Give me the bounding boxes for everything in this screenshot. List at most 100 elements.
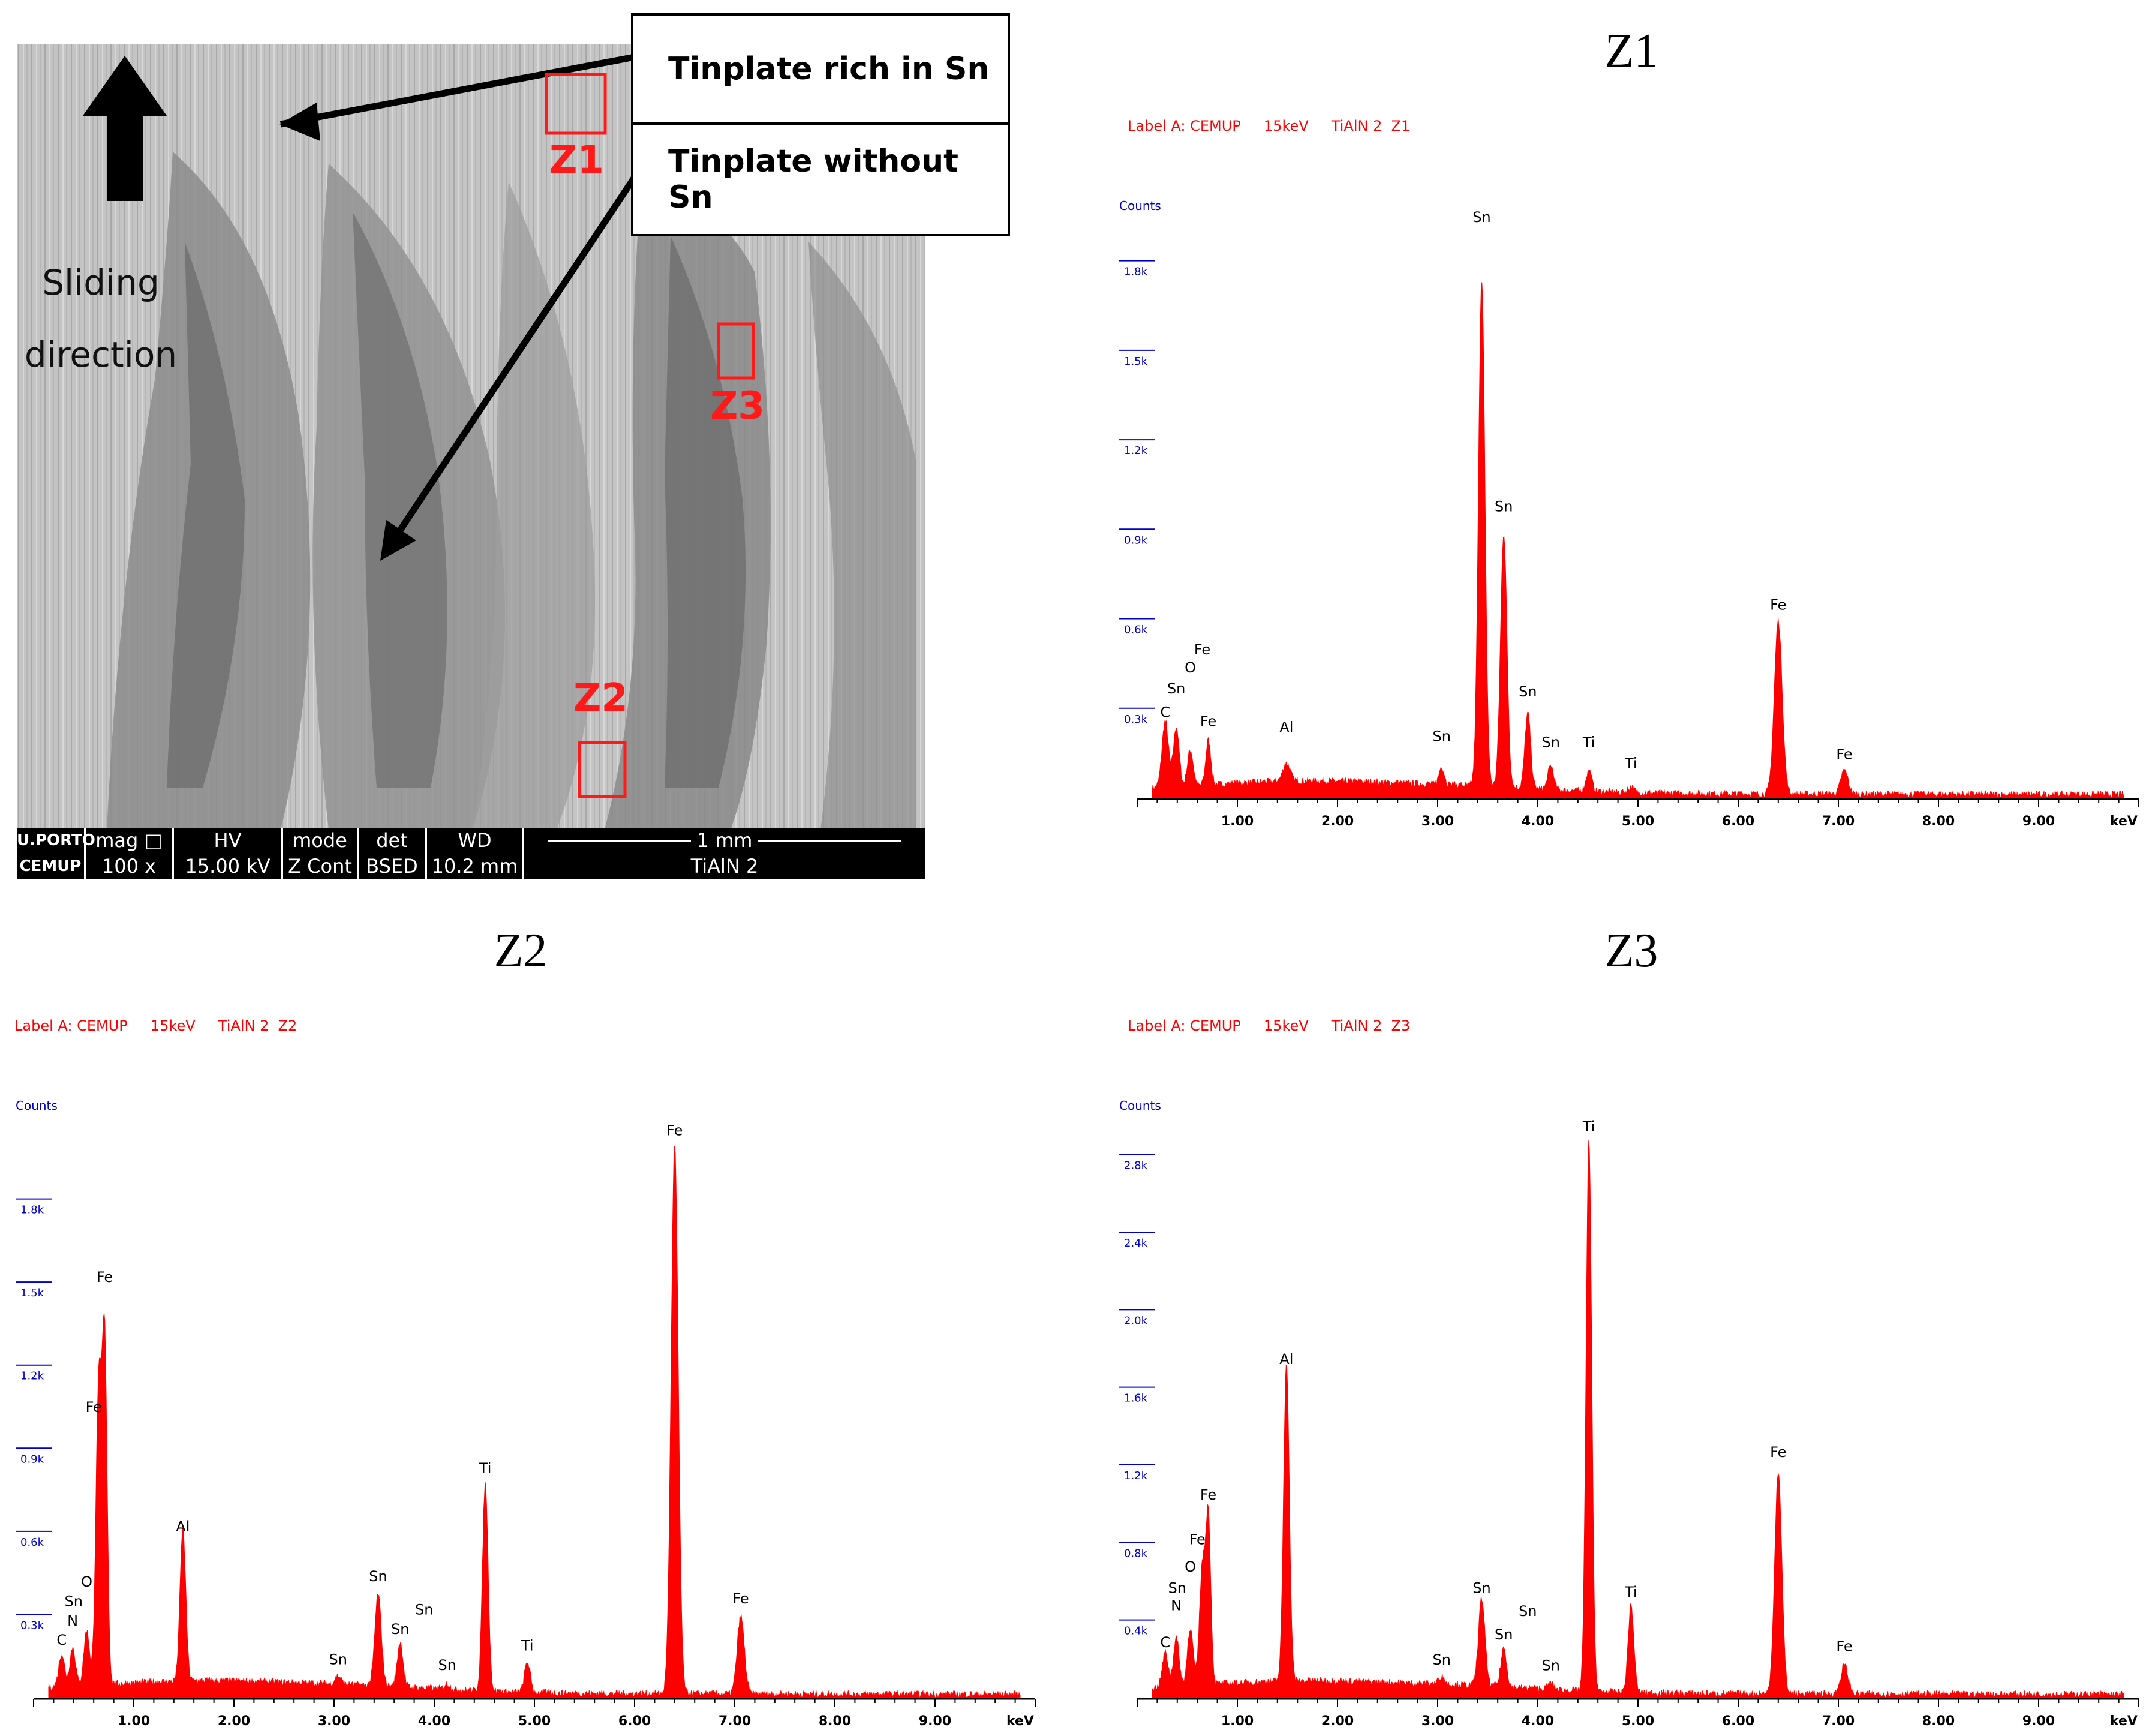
y-tick-label: 1.2k <box>20 1370 44 1383</box>
peak-label: Ti <box>1624 755 1637 771</box>
spectrum-label-z3: Label A: CEMUP 15keV TiAlN 2 Z3 <box>1128 1017 1411 1034</box>
x-tick-label: 2.00 <box>218 1714 250 1729</box>
x-tick-label: 1.00 <box>118 1714 150 1729</box>
y-axis-title: Counts <box>1119 199 1161 213</box>
y-tick-label: 0.9k <box>1124 534 1148 546</box>
zone-box-z2 <box>578 741 627 798</box>
peak-label: Fe <box>1200 1486 1216 1503</box>
peak-label: Al <box>1279 719 1293 736</box>
mode-cell: mode Z Cont <box>283 828 359 879</box>
chart-title-z1: Z1 <box>1604 25 1658 77</box>
y-tick-label: 2.0k <box>1124 1314 1148 1327</box>
x-tick-label: 7.00 <box>719 1714 751 1729</box>
y-tick-label: 1.8k <box>20 1204 44 1217</box>
hv-cell: HV 15.00 kV <box>174 828 283 879</box>
zone-box-z3 <box>717 322 755 380</box>
mag-cell: mag □ 100 x <box>86 828 174 879</box>
x-tick-label: 8.00 <box>819 1714 851 1729</box>
peak-label: Ti <box>521 1637 534 1654</box>
peak-label: Sn <box>1472 1579 1490 1596</box>
x-tick-label: 3.00 <box>1421 1714 1454 1729</box>
peak-label: Sn <box>1168 1579 1186 1596</box>
spectrum-series <box>48 1146 1021 1699</box>
peak-label: Ti <box>1582 734 1595 750</box>
y-tick-label: 0.9k <box>20 1453 44 1465</box>
peak-label: Fe <box>86 1399 102 1416</box>
scale-cell: 1 mm TiAlN 2 <box>524 828 925 879</box>
peak-label: Sn <box>1472 209 1490 226</box>
x-tick-label: 6.00 <box>1722 1714 1754 1729</box>
x-tick-label: 5.00 <box>1622 814 1654 829</box>
x-axis-title: keV <box>2110 1714 2138 1729</box>
peak-label: Sn <box>1541 734 1559 750</box>
y-tick-label: 2.8k <box>1124 1160 1148 1172</box>
y-tick-label: 0.3k <box>20 1619 44 1632</box>
peak-label: Fe <box>1200 713 1216 730</box>
x-tick-label: 4.00 <box>1522 1714 1554 1729</box>
peak-label: Fe <box>666 1122 683 1139</box>
peak-label: O <box>1185 659 1196 676</box>
sem-info-bar: U.PORTO CEMUP mag □ 100 x HV 15.00 kV mode Z… <box>17 828 925 879</box>
peak-label: Fe <box>97 1269 113 1286</box>
chart-title-z2: Z2 <box>494 924 548 977</box>
chart-title-z3: Z3 <box>1604 924 1658 977</box>
sliding-line-2: direction <box>24 334 178 375</box>
zone-label-z2: Z2 <box>573 676 628 720</box>
callout-tinplate-without-sn: Tinplate without Sn <box>631 122 1010 236</box>
y-tick-label: 0.3k <box>1124 713 1148 726</box>
zone-label-z3: Z3 <box>710 384 765 428</box>
spectrum-label-z1: Label A: CEMUP 15keV TiAlN 2 Z1 <box>1128 118 1411 134</box>
peak-label: Sn <box>1495 1626 1513 1643</box>
y-tick-label: 1.5k <box>20 1287 44 1299</box>
peak-label: Ti <box>1624 1584 1637 1600</box>
wd-cell: WD 10.2 mm <box>427 828 524 879</box>
sample-label: TiAlN 2 <box>690 855 759 878</box>
x-tick-label: 3.00 <box>1421 814 1454 829</box>
x-tick-label: 9.00 <box>2022 814 2055 829</box>
x-tick-label: 6.00 <box>1722 814 1754 829</box>
x-tick-label: 2.00 <box>1321 1714 1354 1729</box>
peak-label: Sn <box>415 1601 433 1618</box>
y-tick-label: 0.4k <box>1124 1625 1148 1638</box>
peak-label: Ti <box>479 1460 492 1477</box>
y-axis-title: Counts <box>16 1098 58 1113</box>
x-tick-label: 4.00 <box>1522 814 1554 829</box>
x-tick-label: 1.00 <box>1221 814 1254 829</box>
zone-label-z1: Z1 <box>549 138 604 182</box>
x-tick-label: 3.00 <box>318 1714 350 1729</box>
sliding-direction-label: Sliding direction <box>17 247 185 391</box>
eds-spectrum-z1: Counts 0.3k 0.6k 0.9k 1.2k 1.5k 1.8k 1.00 2.00 3.… <box>1119 199 2139 829</box>
spectrum-label-z2: Label A: CEMUP 15keV TiAlN 2 Z2 <box>14 1017 297 1034</box>
peak-label: Fe <box>1770 597 1786 614</box>
x-tick-label: 5.00 <box>518 1714 551 1729</box>
scale-bar-label: 1 mm <box>690 829 759 852</box>
peak-label: Sn <box>1519 683 1537 700</box>
peak-label: Sn <box>391 1621 409 1638</box>
x-axis-title: keV <box>1006 1714 1034 1729</box>
x-tick-label: 6.00 <box>618 1714 651 1729</box>
y-tick-label: 1.8k <box>1124 266 1148 278</box>
x-tick-label: 7.00 <box>1822 1714 1855 1729</box>
peak-label: Fe <box>1189 1531 1206 1548</box>
peak-label: Sn <box>329 1651 347 1668</box>
peak-label: Sn <box>65 1593 83 1610</box>
y-axis-title: Counts <box>1119 1098 1161 1113</box>
peak-label: Sn <box>438 1657 456 1674</box>
x-axis-title: keV <box>2110 814 2138 829</box>
zone-box-z1 <box>545 73 607 135</box>
peak-label: C <box>1160 1634 1170 1651</box>
peak-label: O <box>81 1573 92 1590</box>
x-tick-label: 7.00 <box>1822 814 1855 829</box>
sliding-line-1: Sliding <box>42 262 160 303</box>
y-tick-label: 1.5k <box>1124 355 1148 368</box>
peak-label: Sn <box>1432 728 1450 744</box>
peak-label: C <box>1160 704 1170 721</box>
eds-spectrum-z2: Counts 0.3k 0.6k 0.9k 1.2k 1.5k 1.8k 1.00 2.00 3.… <box>16 1098 1036 1729</box>
peak-label: Al <box>176 1518 190 1535</box>
det-cell: det BSED <box>359 828 427 879</box>
x-tick-label: 8.00 <box>1922 1714 1955 1729</box>
peak-label: Sn <box>1541 1657 1559 1674</box>
peak-label: Fe <box>732 1590 749 1607</box>
peak-label: Fe <box>1836 1638 1852 1654</box>
cemup-logo: U.PORTO CEMUP <box>17 828 95 879</box>
